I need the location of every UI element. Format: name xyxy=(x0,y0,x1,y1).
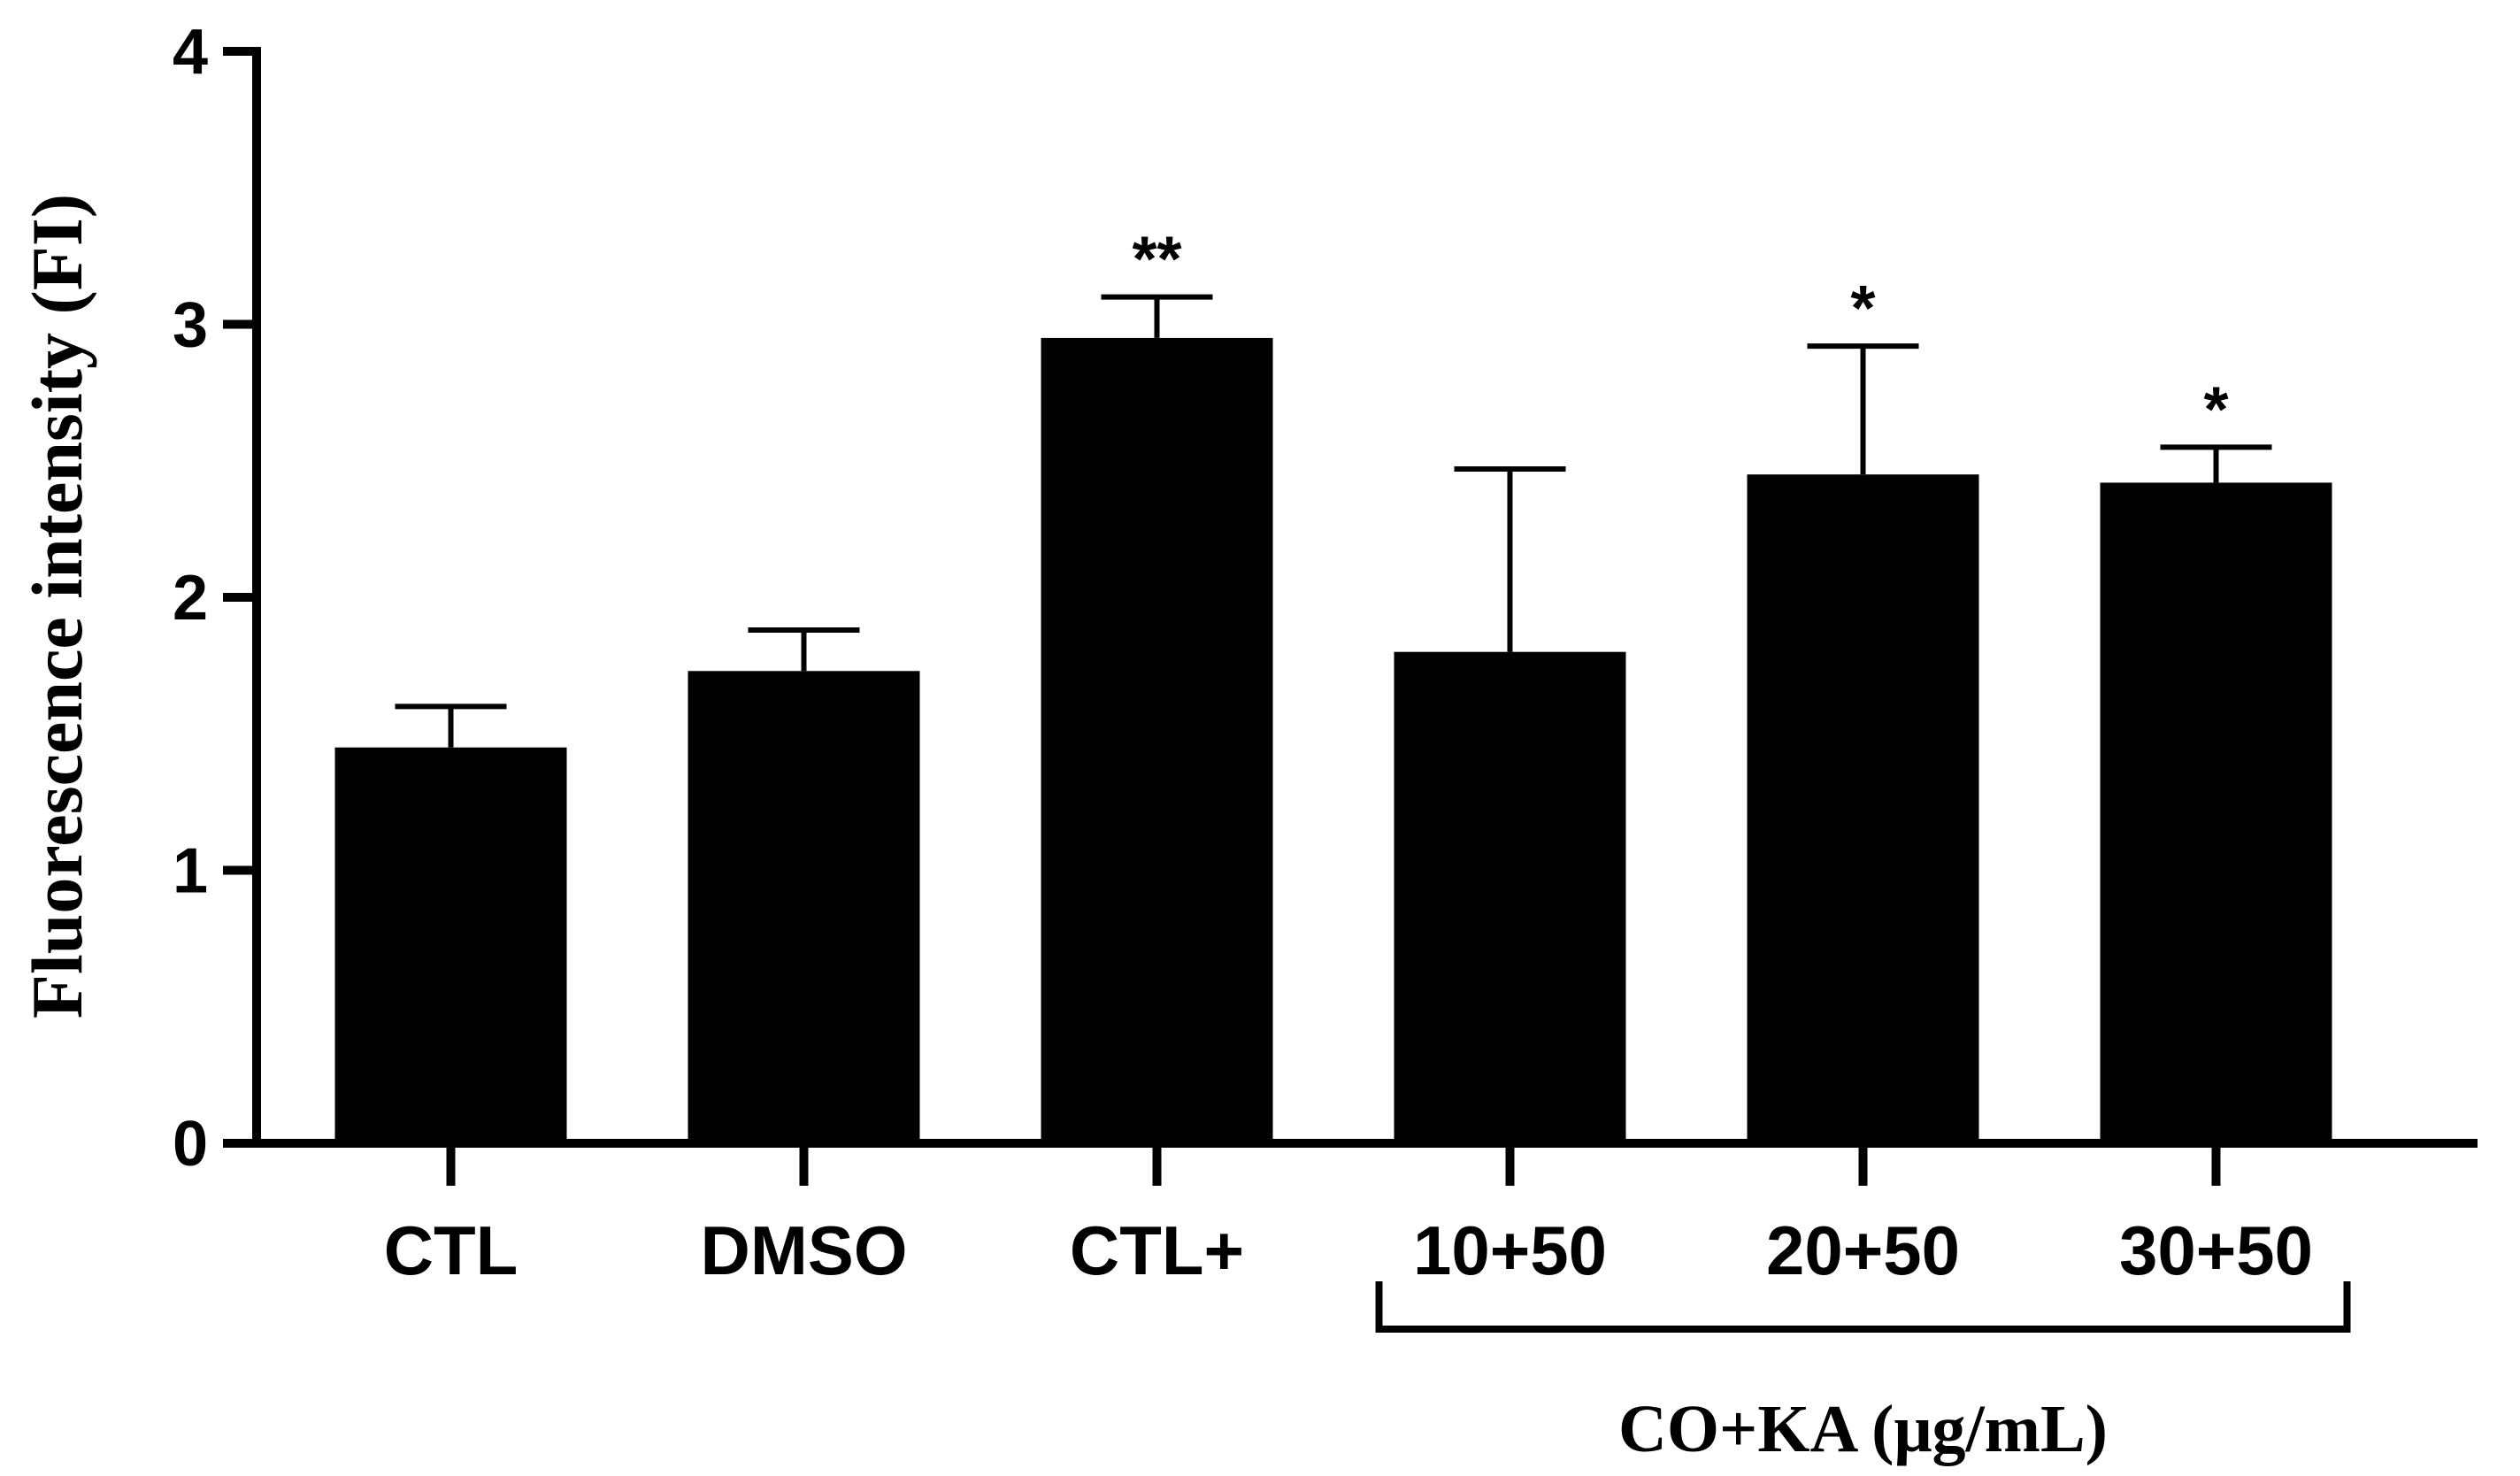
y-tick-label: 1 xyxy=(173,836,208,907)
x-tick-label: CTL xyxy=(384,1211,519,1289)
significance-marker: * xyxy=(2203,374,2228,445)
y-tick-label: 4 xyxy=(173,17,208,88)
bar xyxy=(1747,474,1979,1143)
x-tick-label: DMSO xyxy=(701,1211,908,1289)
bar xyxy=(1041,337,1273,1143)
bar xyxy=(2100,482,2332,1143)
bars-layer xyxy=(334,337,2332,1143)
error-bars-layer xyxy=(395,294,2272,748)
group-bracket xyxy=(1375,1281,2351,1333)
bar xyxy=(688,671,920,1143)
bar xyxy=(334,747,567,1143)
bar xyxy=(1394,651,1626,1143)
y-axis-label: Fluorescence intensity (FI) xyxy=(17,194,97,1019)
y-tick-label: 2 xyxy=(173,563,208,634)
y-tick-label: 3 xyxy=(173,290,208,361)
x-tick-label: 20+50 xyxy=(1766,1211,1960,1289)
significance-marker: ** xyxy=(1132,225,1181,296)
y-ticks-layer: 0 1 2 3 4 xyxy=(173,17,257,1180)
x-tick-label: CTL+ xyxy=(1070,1211,1244,1289)
group-bracket-layer: CO+KA (μg/mL) xyxy=(1375,1281,2351,1466)
annotations-layer: **** xyxy=(1132,225,2228,446)
x-tick-label: 10+50 xyxy=(1413,1211,1607,1289)
y-tick-label: 0 xyxy=(173,1109,208,1180)
x-tick-label: 30+50 xyxy=(2119,1211,2313,1289)
x-ticks-layer: CTL DMSO CTL+ 10+50 20+50 30+50 xyxy=(384,1143,2313,1289)
group-label: CO+KA (μg/mL) xyxy=(1618,1392,2108,1466)
significance-marker: * xyxy=(1850,273,1875,344)
